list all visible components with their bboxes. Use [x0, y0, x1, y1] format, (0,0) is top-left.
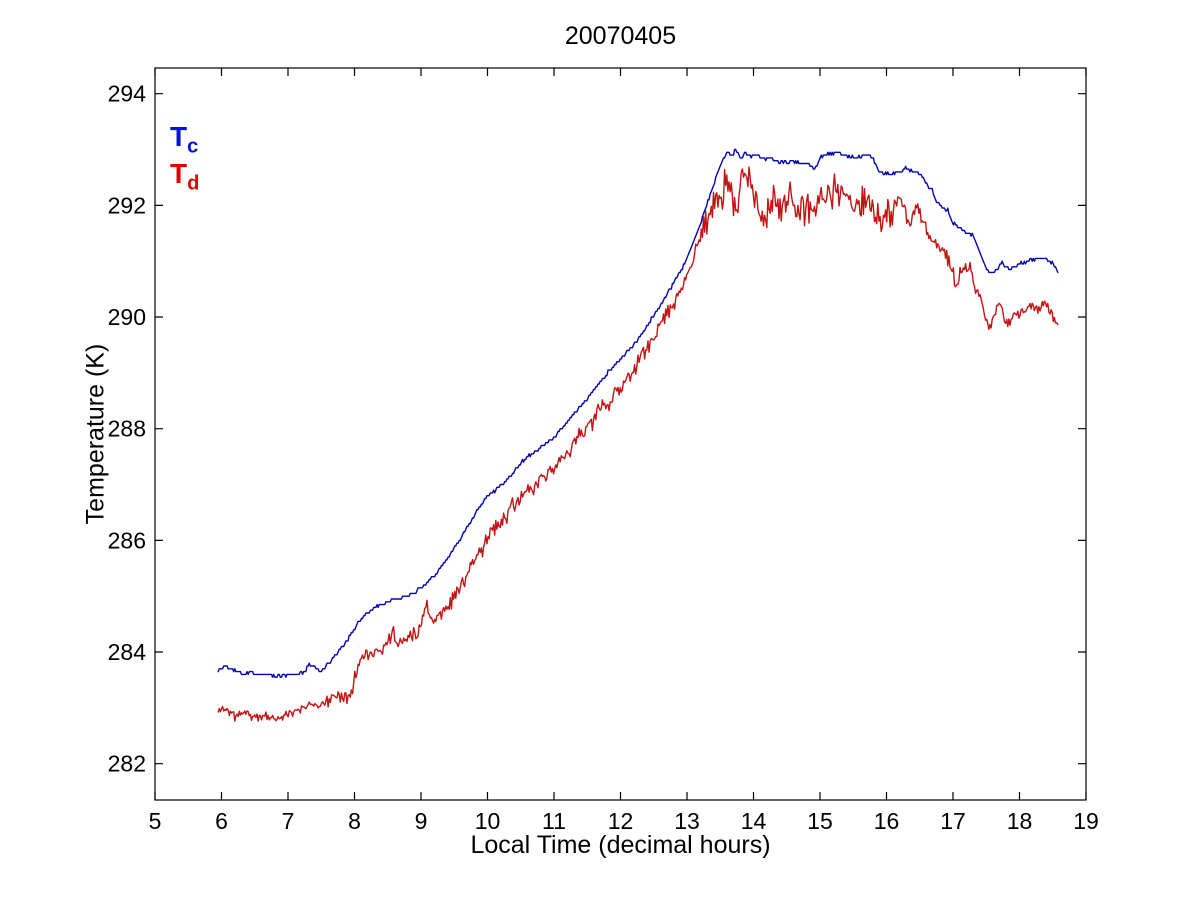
legend-entry-td: Td [170, 160, 199, 194]
y-tick-label: 290 [108, 304, 146, 330]
x-tick-label: 16 [874, 808, 900, 834]
series-Tc-line [217, 148, 1059, 678]
series-Td-line [217, 166, 1059, 722]
x-tick-label: 18 [1007, 808, 1033, 834]
x-tick-label: 19 [1073, 808, 1099, 834]
x-tick-label: 13 [674, 808, 700, 834]
legend-td-base: T [170, 158, 188, 189]
x-tick-label: 7 [282, 808, 295, 834]
x-tick-label: 14 [741, 808, 767, 834]
legend-entry-tc: Tc [170, 123, 198, 157]
y-tick-label: 286 [108, 527, 146, 553]
x-tick-label: 15 [807, 808, 833, 834]
chart-title: 20070405 [564, 22, 677, 50]
legend-tc-base: T [170, 121, 188, 152]
x-tick-label: 8 [348, 808, 361, 834]
x-tick-label: 10 [475, 808, 501, 834]
y-tick-label: 288 [108, 416, 146, 442]
y-tick-label: 292 [108, 192, 146, 218]
legend-td-sub: d [187, 172, 200, 195]
x-axis-label: Local Time (decimal hours) [470, 831, 771, 859]
legend-tc-sub: c [187, 135, 199, 158]
x-tick-label: 12 [608, 808, 634, 834]
axis-ticks [154, 68, 1087, 800]
y-tick-label: 284 [108, 639, 147, 665]
plot-box [154, 67, 1087, 801]
x-tick-label: 11 [542, 808, 566, 834]
x-tick-label: 9 [415, 808, 428, 834]
x-tick-label: 17 [940, 808, 966, 834]
y-axis-label: Temperature (K) [81, 343, 110, 525]
x-tick-label: 6 [215, 808, 228, 834]
y-tick-label: 294 [108, 81, 147, 107]
x-tick-label: 5 [149, 808, 162, 834]
y-tick-label: 282 [108, 751, 146, 777]
